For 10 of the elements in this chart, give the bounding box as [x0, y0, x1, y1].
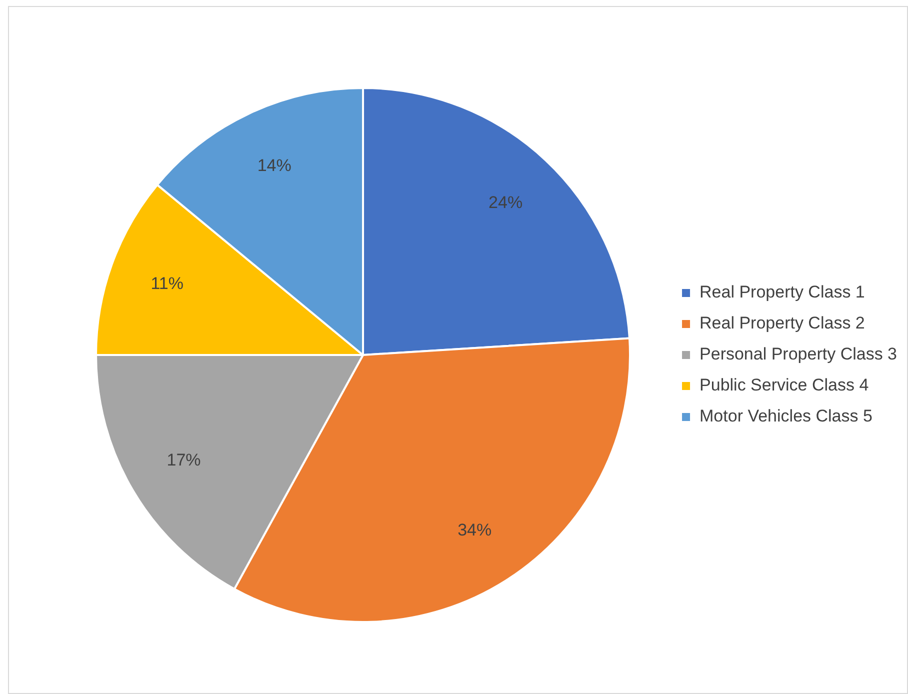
- legend-label: Real Property Class 1: [700, 282, 865, 302]
- data-label: 14%: [257, 156, 292, 176]
- legend-label: Real Property Class 2: [700, 314, 865, 333]
- legend-label: Motor Vehicles Class 5: [700, 406, 872, 426]
- data-label: 17%: [166, 450, 201, 470]
- data-label: 11%: [150, 274, 184, 294]
- legend-label: Personal Property Class 3: [700, 344, 898, 364]
- data-label: 34%: [458, 520, 492, 540]
- data-label: 24%: [488, 192, 523, 212]
- legend-label: Public Service Class 4: [700, 376, 869, 395]
